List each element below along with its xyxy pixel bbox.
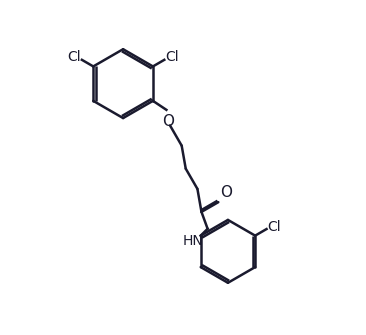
- Text: O: O: [162, 114, 174, 129]
- Text: O: O: [220, 185, 232, 200]
- Text: Cl: Cl: [165, 51, 179, 64]
- Text: Cl: Cl: [67, 51, 81, 64]
- Text: HN: HN: [182, 234, 203, 248]
- Text: Cl: Cl: [268, 220, 281, 233]
